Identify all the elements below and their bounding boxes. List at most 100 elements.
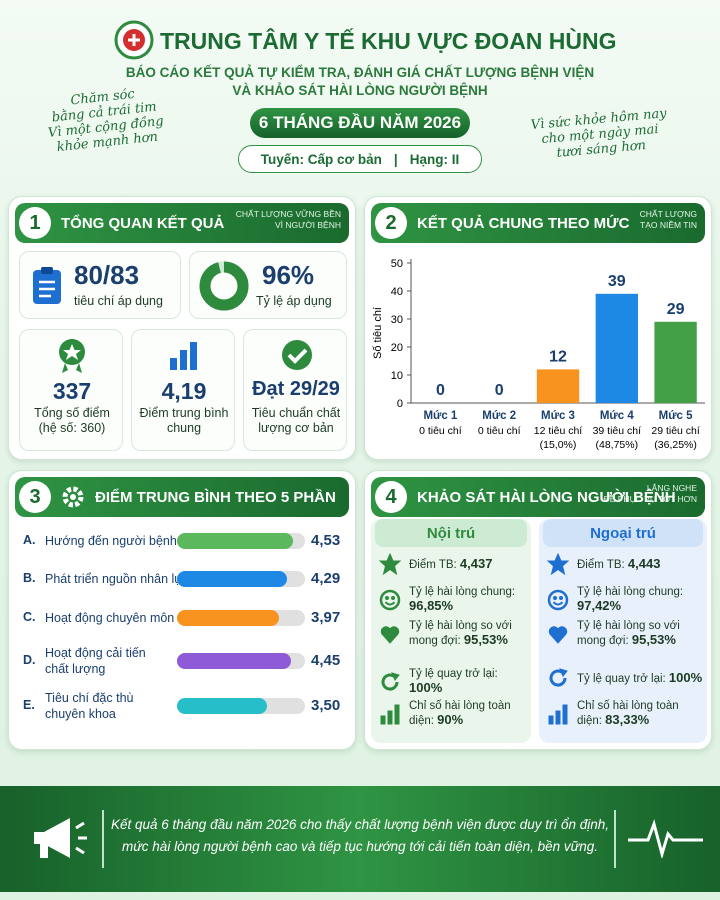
- row-icon: [381, 671, 400, 691]
- row-name-line: Hoạt động cải tiến: [45, 646, 146, 660]
- divider: [102, 810, 104, 868]
- section-number: 2: [375, 207, 407, 239]
- row-text: Tỷ lệ hài lòng chung: 97,42%: [577, 585, 703, 614]
- logo: [114, 20, 154, 60]
- row-name: Phát triển nguồn nhân lực: [45, 571, 189, 587]
- row-text: Chỉ số hài lòng toàn diện: 83,33%: [577, 699, 703, 728]
- category-note: 29 tiêu chí: [651, 425, 700, 437]
- stat-label: Điểm trung bình chung: [132, 406, 236, 436]
- row-value: 90%: [437, 712, 464, 727]
- megaphone-icon: [34, 818, 87, 858]
- row-icon: [548, 704, 568, 724]
- period: 6 THÁNG ĐẦU NĂM 2026: [258, 113, 462, 132]
- y-tick-label: 0: [397, 398, 403, 410]
- row-text: Điểm TB: 4,443: [577, 555, 661, 572]
- section-header: 1 TỔNG QUAN KẾT QUẢ CHẤT LƯỢNG VỮNG BỀN VÌ …: [15, 203, 349, 243]
- survey-row: Điểm TB: 4,437: [379, 553, 527, 575]
- row-label: Điểm TB:: [409, 558, 457, 571]
- track: [177, 653, 305, 669]
- section-tag: CHẤT LƯỢNG TẠO NIỀM TIN: [640, 209, 697, 231]
- survey-column: Nội trú Điểm TB: 4,437 Tỷ lệ hài lòng chun…: [371, 519, 531, 743]
- row-icon: [379, 589, 401, 610]
- row-label: Tỷ lệ hài lòng chung:: [577, 586, 684, 598]
- row-letter: A.: [23, 533, 36, 547]
- title: TRUNG TÂM Y TẾ KHU VỰC ĐOAN HÙNG: [160, 28, 617, 54]
- value-label: 12: [549, 348, 567, 365]
- row-name: Hoạt động chuyên môn: [45, 610, 174, 626]
- row-letter: D.: [23, 653, 36, 667]
- survey-row: Tỷ lệ hài lòng so với mong đợi: 95,53%: [379, 619, 527, 648]
- value-label: 3,50: [311, 697, 341, 714]
- category-note: 0 tiêu chí: [419, 425, 462, 437]
- medal-icon: [59, 339, 85, 373]
- bar: [177, 698, 267, 714]
- section-number: 1: [19, 207, 51, 239]
- row-value: 95,53%: [463, 632, 508, 647]
- rate-value: 96%: [262, 260, 315, 290]
- row-value: 4,437: [459, 555, 493, 571]
- section-title: KHẢO SÁT HÀI LÒNG NGƯỜI BỆNH: [417, 488, 676, 506]
- category-note: 0 tiêu chí: [478, 425, 521, 437]
- clipboard-icon: [33, 267, 61, 304]
- survey-row: Chỉ số hài lòng toàn diện: 83,33%: [547, 699, 703, 728]
- section-number: 4: [375, 481, 407, 513]
- period-badge: 6 THÁNG ĐẦU NĂM 2026: [250, 108, 470, 138]
- track: [177, 533, 305, 549]
- row-label: Điểm TB:: [577, 558, 625, 571]
- section-title: TỔNG QUAN KẾT QUẢ: [61, 214, 225, 232]
- row-icon: [379, 553, 401, 575]
- row-icon: [547, 589, 569, 610]
- footer-line: Kết quả 6 tháng đầu năm 2026 cho thấy ch…: [110, 817, 610, 832]
- track: [177, 698, 305, 714]
- row-label: Tỷ lệ hài lòng so với mong đợi:: [577, 620, 680, 647]
- bar: [177, 571, 287, 587]
- stat-label-line: Tổng số điểm: [34, 406, 110, 420]
- rank: Hạng: II: [409, 151, 460, 167]
- category-note: 39 tiêu chí: [593, 425, 642, 437]
- stat-card: Đạt 29/29 Tiêu chuẩn chất lượng cơ bản: [243, 329, 347, 451]
- column-title: Ngoại trú: [590, 524, 656, 542]
- y-axis-label: Số tiêu chí: [372, 307, 384, 359]
- criteria-label: tiêu chí áp dụng: [74, 294, 163, 308]
- row-name: Hướng đến người bệnh: [45, 533, 177, 549]
- survey-row: Tỷ lệ hài lòng so với mong đợi: 95,53%: [547, 619, 703, 648]
- bar: [654, 321, 697, 403]
- row-label: Chỉ số hài lòng toàn diện:: [409, 700, 511, 727]
- rate-card: 96% Tỷ lệ áp dụng: [189, 251, 347, 319]
- row-name-line: chuyên khoa: [45, 707, 116, 721]
- y-tick-label: 10: [391, 370, 403, 382]
- row-label: Tỷ lệ quay trở lại:: [409, 668, 498, 680]
- row-value: 100%: [409, 680, 443, 695]
- row-text: Điểm TB: 4,437: [409, 555, 493, 572]
- bar: [595, 293, 638, 403]
- stat-label-line: Điểm trung bình: [139, 406, 229, 420]
- tag-line: CHẤT LƯỢNG: [639, 209, 697, 219]
- value-label: 4,53: [311, 532, 341, 549]
- row-value: 95,53%: [631, 632, 676, 647]
- survey-column: Ngoại trú Điểm TB: 4,443 Tỷ lệ hài lòng ch…: [539, 519, 707, 743]
- divider: |: [393, 151, 398, 167]
- stat-value: Đạt 29/29: [252, 378, 340, 400]
- bar: [177, 653, 291, 669]
- tag-line: VÌ NGƯỜI BỆNH: [274, 220, 341, 230]
- tag-line: CHẤT LƯỢNG VỮNG BỀN: [235, 209, 341, 219]
- survey-row: Tỷ lệ quay trở lại: 100%: [379, 667, 527, 696]
- row-value: 96,85%: [409, 598, 454, 613]
- row-text: Tỷ lệ hài lòng chung: 96,85%: [409, 585, 527, 614]
- x-tick-label: Mức 5: [659, 410, 693, 422]
- y-tick-label: 30: [391, 314, 403, 326]
- levels-panel: 2 KẾT QUẢ CHUNG THEO MỨC CHẤT LƯỢNG TẠO NIỀ…: [364, 196, 712, 460]
- value-label: 4,45: [311, 652, 341, 669]
- x-tick-label: Mức 3: [541, 410, 575, 422]
- check-icon: [282, 340, 312, 370]
- row-text: Tỷ lệ hài lòng so với mong đợi: 95,53%: [409, 619, 527, 648]
- criteria-value: 80/83: [74, 260, 140, 290]
- slogan-left: Chăm sóc bằng cả trái tim Vì một cộng đồng…: [37, 83, 173, 156]
- row-value: 4,443: [627, 555, 661, 571]
- pulse-icon: [628, 819, 703, 858]
- overview-panel: 1 TỔNG QUAN KẾT QUẢ CHẤT LƯỢNG VỮNG BỀN VÌ …: [8, 196, 356, 460]
- column-title: Nội trú: [426, 524, 476, 542]
- stat-label-line: chung: [166, 421, 202, 435]
- section-tag: LẮNG NGHE ĐỂ PHỤC VỤ TỐT HƠN: [604, 483, 697, 505]
